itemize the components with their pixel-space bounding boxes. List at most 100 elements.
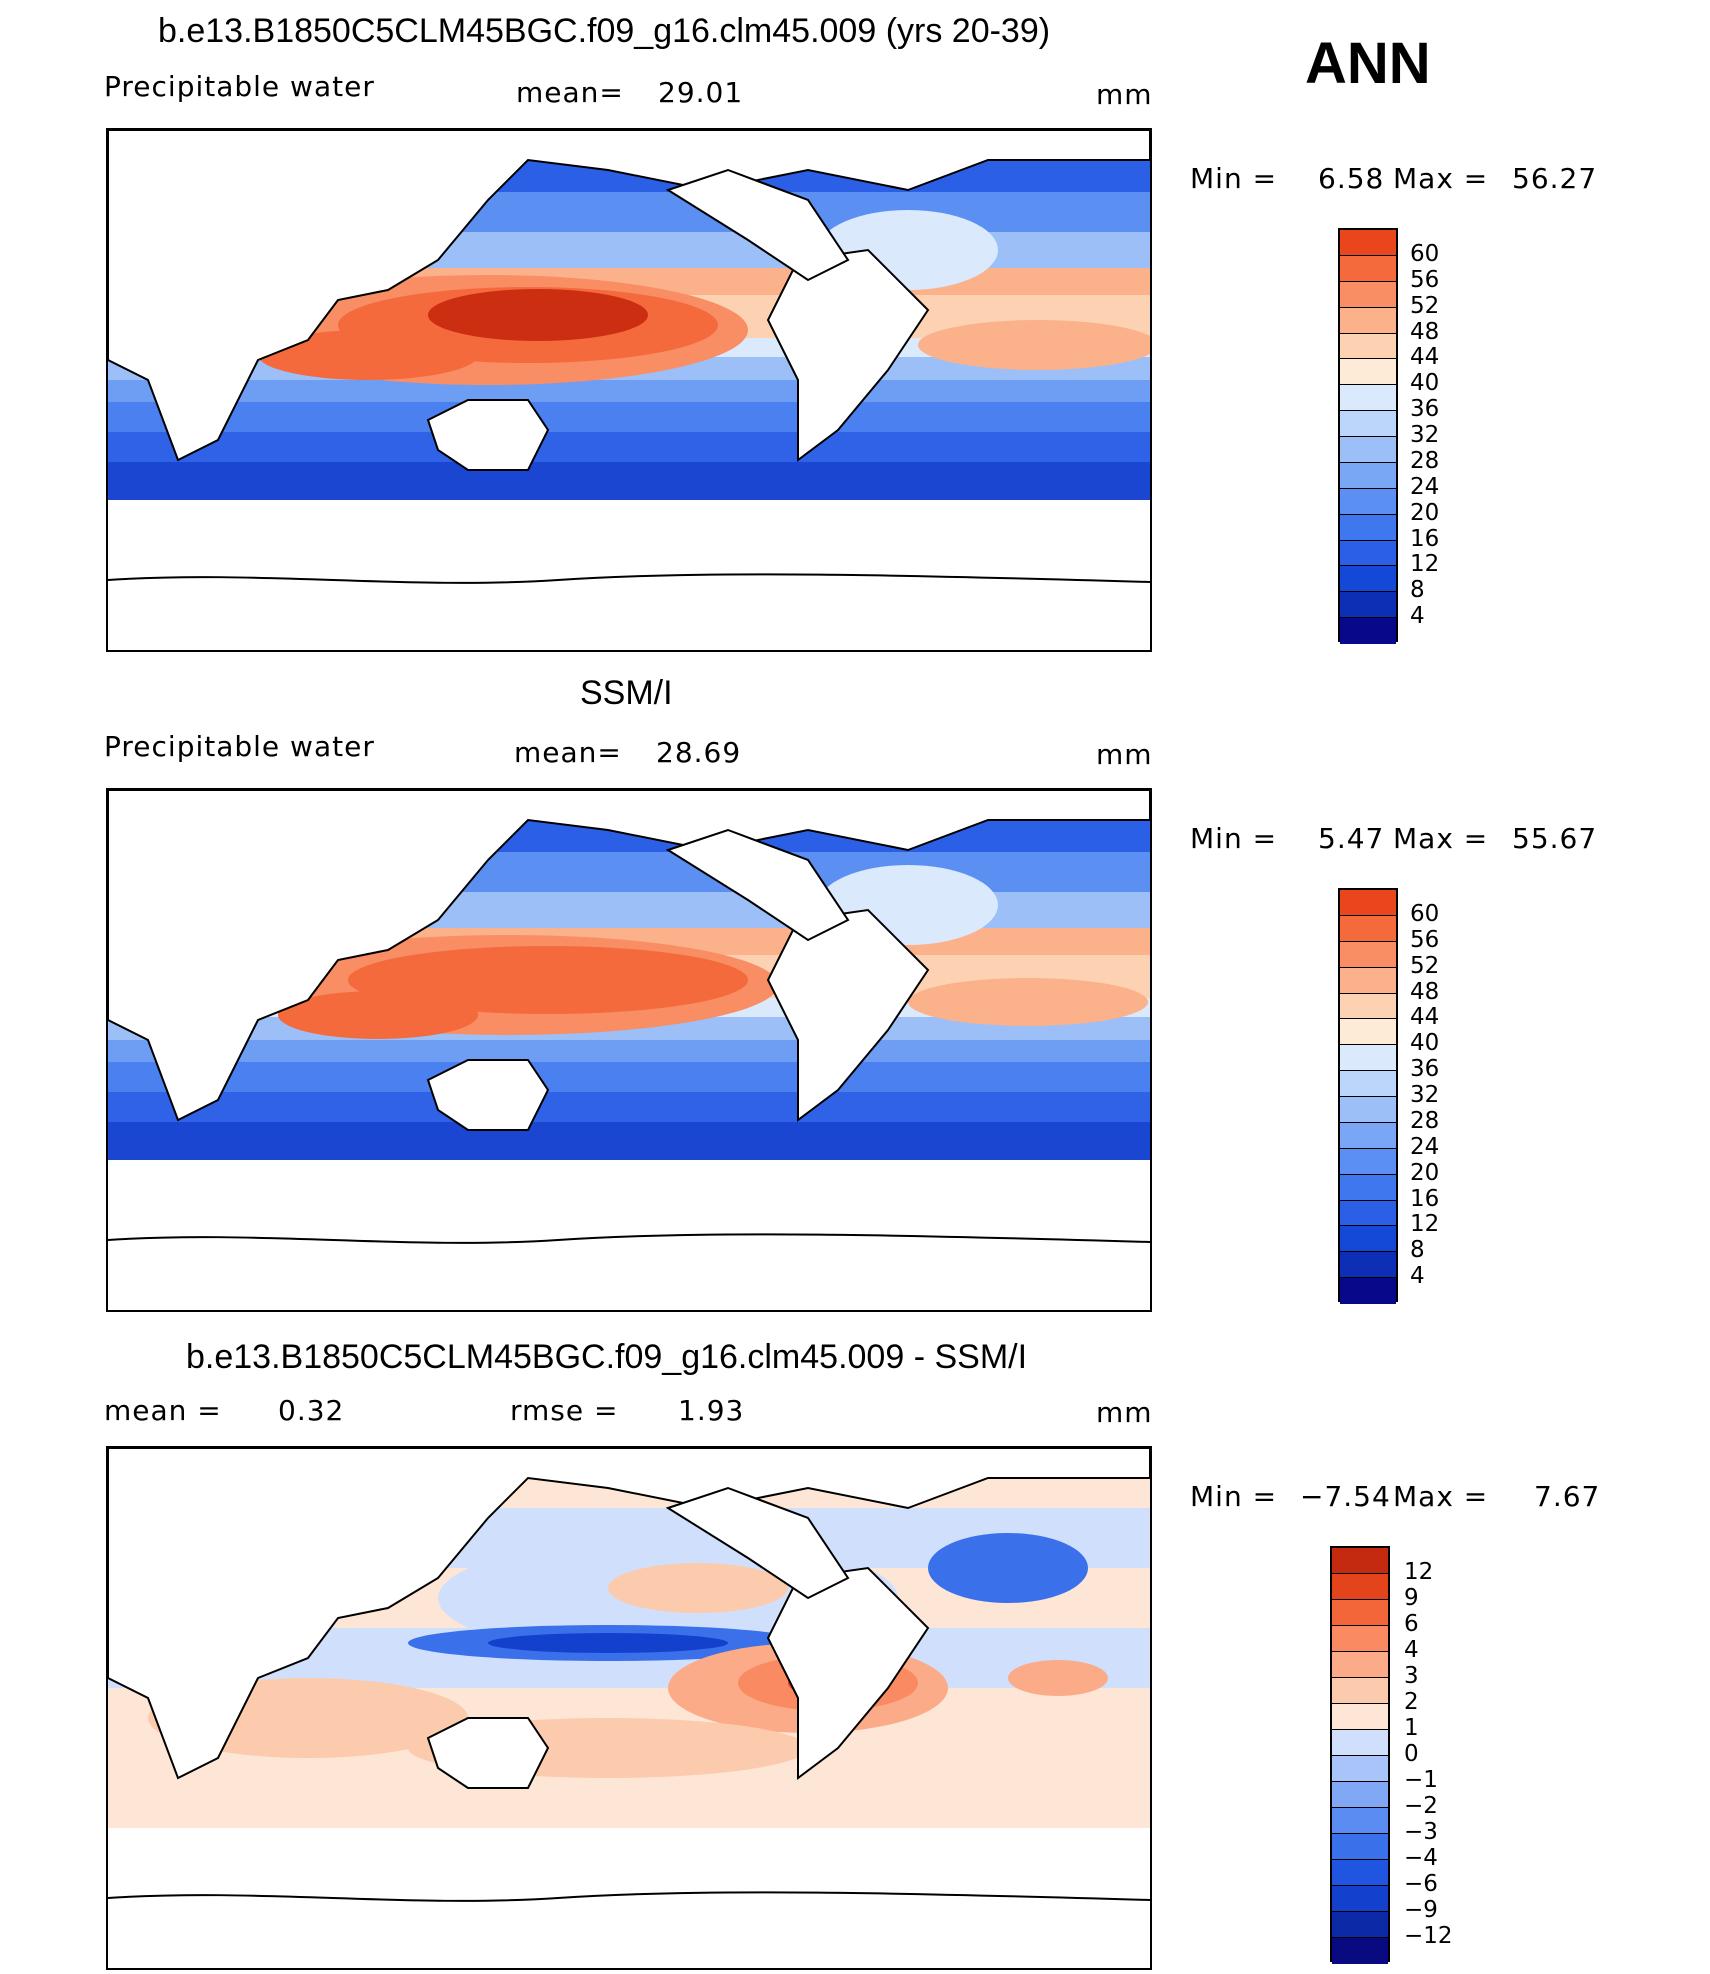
colorbar-tick-label: 28: [1410, 447, 1440, 474]
colorbar-tick-label: −4: [1404, 1845, 1438, 1871]
colorbar-tick-label: 12: [1410, 1211, 1440, 1238]
colorbar-swatch: [1340, 437, 1396, 463]
colorbar-tick-label: −1: [1404, 1767, 1438, 1793]
colorbar-swatch: [1332, 1548, 1388, 1574]
panel3-rmse-value: 1.93: [678, 1394, 745, 1427]
colorbar-swatch: [1332, 1652, 1388, 1678]
panel3-max-label: Max =: [1393, 1480, 1489, 1513]
colorbar-tick-label: 32: [1410, 422, 1440, 448]
colorbar-tick-label: 44: [1410, 1004, 1440, 1031]
colorbar-swatch: [1332, 1600, 1388, 1626]
colorbar-tick-label: 16: [1410, 525, 1440, 552]
panel2-max-value: 55.67: [1512, 822, 1598, 855]
colorbar-swatch: [1340, 1200, 1396, 1227]
colorbar-tick-label: 24: [1410, 473, 1440, 500]
panel3-rmse-label: rmse =: [510, 1394, 619, 1427]
panel1-variable: Precipitable water: [104, 70, 375, 103]
colorbar-swatch: [1340, 488, 1396, 515]
colorbar-swatch: [1332, 1808, 1388, 1834]
panel1-map: [106, 128, 1152, 652]
colorbar-swatch: [1340, 411, 1396, 437]
colorbar-tick-label: 8: [1410, 1237, 1425, 1264]
colorbar-swatch: [1332, 1782, 1388, 1808]
colorbar-tick-label: 3: [1404, 1663, 1419, 1689]
colorbar-swatch: [1340, 230, 1396, 256]
panel1-mean-label: mean=: [516, 76, 624, 109]
colorbar-swatch: [1340, 941, 1396, 968]
colorbar-tick-label: 8: [1410, 577, 1425, 604]
colorbar-tick-label: 20: [1410, 499, 1440, 526]
colorbar-swatch: [1340, 618, 1396, 644]
colorbar-swatch: [1332, 1574, 1388, 1600]
colorbar-swatch: [1332, 1834, 1388, 1860]
panel2-mean-value: 28.69: [656, 736, 742, 769]
panel3-mean-label: mean =: [104, 1394, 222, 1427]
panel2-map-graphic: [108, 790, 1150, 1310]
colorbar-swatch: [1340, 1252, 1396, 1279]
panel3-title: b.e13.B1850C5CLM45BGC.f09_g16.clm45.009 …: [186, 1338, 1028, 1376]
colorbar-swatch: [1340, 281, 1396, 308]
colorbar-swatch: [1340, 1122, 1396, 1149]
colorbar-swatch: [1340, 1226, 1396, 1253]
colorbar-tick-label: 56: [1410, 266, 1440, 293]
panel3-max-value: 7.67: [1534, 1480, 1601, 1513]
colorbar-tick-label: 60: [1410, 900, 1440, 927]
colorbar-tick-label: 0: [1404, 1741, 1419, 1767]
panel1-min-label: Min =: [1190, 162, 1278, 195]
colorbar-tick-label: 40: [1410, 1030, 1440, 1057]
colorbar-tick-label: 12: [1410, 551, 1440, 578]
colorbar-tick-label: 6: [1404, 1611, 1419, 1637]
colorbar-tick-label: 12: [1404, 1559, 1434, 1585]
colorbar-tick-label: −9: [1404, 1897, 1438, 1923]
colorbar-tick-label: 4: [1404, 1637, 1419, 1663]
colorbar-tick-label: 1: [1404, 1715, 1419, 1741]
colorbar-swatch: [1340, 462, 1396, 489]
colorbar-swatch: [1340, 566, 1396, 593]
colorbar-swatch: [1340, 967, 1396, 994]
colorbar-swatch: [1332, 1886, 1388, 1912]
panel1-max-label: Max =: [1393, 162, 1489, 195]
panel1-mean-value: 29.01: [658, 76, 744, 109]
panel2-min-value: 5.47: [1318, 822, 1385, 855]
colorbar-swatch: [1340, 514, 1396, 541]
panel2-variable: Precipitable water: [104, 730, 375, 763]
panel3-units: mm: [1096, 1396, 1153, 1429]
colorbar-tick-label: −2: [1404, 1793, 1438, 1819]
panel1-max-value: 56.27: [1512, 162, 1598, 195]
panel2-min-label: Min =: [1190, 822, 1278, 855]
colorbar-tick-label: 48: [1410, 318, 1440, 345]
colorbar-swatch: [1340, 307, 1396, 334]
colorbar-swatch: [1340, 890, 1396, 916]
colorbar-swatch: [1332, 1938, 1388, 1964]
panel1-colorbar: [1338, 228, 1398, 644]
colorbar-tick-label: −12: [1404, 1923, 1453, 1949]
colorbar-swatch: [1340, 255, 1396, 282]
colorbar-swatch: [1340, 1278, 1396, 1304]
colorbar-swatch: [1340, 385, 1396, 412]
colorbar-swatch: [1340, 993, 1396, 1020]
colorbar-tick-label: 28: [1410, 1107, 1440, 1134]
panel3-mean-value: 0.32: [278, 1394, 345, 1427]
colorbar-swatch: [1332, 1704, 1388, 1730]
colorbar-swatch: [1340, 1097, 1396, 1123]
colorbar-tick-label: 16: [1410, 1185, 1440, 1212]
colorbar-swatch: [1332, 1626, 1388, 1652]
colorbar-tick-label: 48: [1410, 978, 1440, 1005]
colorbar-tick-label: −3: [1404, 1819, 1438, 1845]
panel2-units: mm: [1096, 738, 1153, 771]
colorbar-swatch: [1340, 1148, 1396, 1175]
panel3-map-graphic: [108, 1448, 1150, 1968]
panel2-max-label: Max =: [1393, 822, 1489, 855]
colorbar-swatch: [1340, 592, 1396, 619]
panel3-min-label: Min =: [1190, 1480, 1278, 1513]
colorbar-tick-label: 4: [1410, 1263, 1425, 1290]
panel3-map: [106, 1446, 1152, 1970]
panel1-units: mm: [1096, 78, 1153, 111]
colorbar-tick-label: 9: [1404, 1585, 1419, 1611]
colorbar-tick-label: −6: [1404, 1871, 1438, 1897]
colorbar-swatch: [1340, 1174, 1396, 1201]
panel3-colorbar: [1330, 1546, 1390, 1964]
season-label: ANN: [1305, 31, 1431, 96]
colorbar-tick-label: 40: [1410, 370, 1440, 397]
panel2-title: SSM/I: [580, 674, 673, 712]
